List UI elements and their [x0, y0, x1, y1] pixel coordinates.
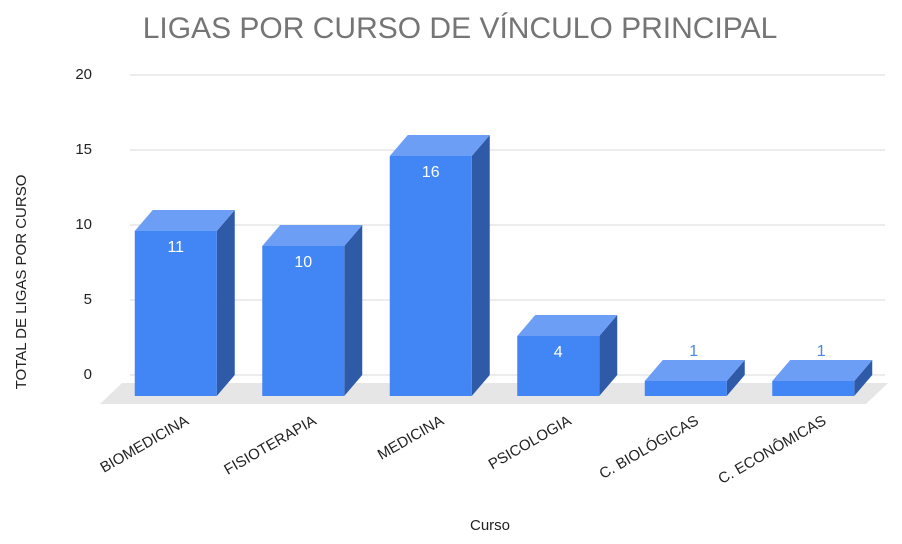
x-tick-label: C. BIOLÓGICAS: [596, 412, 701, 483]
bar-side: [216, 210, 235, 396]
y-tick-label: 20: [75, 66, 92, 83]
bar-top: [517, 315, 618, 336]
bar-side: [599, 315, 618, 396]
bar-side: [854, 360, 873, 396]
bar: [644, 381, 727, 396]
x-tick-label: BIOMEDICINA: [97, 412, 191, 476]
bar: [389, 156, 472, 396]
bar-top: [134, 210, 235, 231]
bar: [517, 336, 600, 396]
value-label: 10: [294, 254, 312, 271]
bar: [134, 231, 217, 396]
y-tick-label: 10: [75, 216, 92, 233]
bar: [262, 246, 345, 396]
bar-side: [471, 135, 490, 396]
chart-title: LIGAS POR CURSO DE VÍNCULO PRINCIPAL: [143, 12, 778, 45]
bar-top: [644, 360, 745, 381]
y-tick-label: 5: [84, 291, 92, 308]
value-label: 11: [167, 239, 184, 256]
value-label: 16: [422, 164, 440, 181]
x-tick-label: PSICOLOGIA: [486, 412, 575, 473]
bar-top: [772, 360, 873, 381]
x-tick-label: FISIOTERAPIA: [221, 412, 319, 478]
x-tick-label: MEDICINA: [375, 412, 447, 463]
x-tick-label: C. ECONÔMICAS: [715, 412, 829, 488]
bar-side: [344, 225, 363, 396]
bar: [772, 381, 855, 396]
y-tick-label: 0: [84, 366, 92, 383]
y-tick-label: 15: [75, 141, 92, 158]
y-axis-title: TOTAL DE LIGAS POR CURSO: [13, 175, 30, 390]
bar-top: [262, 225, 363, 246]
value-label: 1: [689, 343, 698, 360]
value-label: 1: [817, 343, 826, 360]
bar-side: [726, 360, 745, 396]
bar-top: [389, 135, 490, 156]
value-label: 4: [554, 344, 563, 361]
x-axis-title: Curso: [470, 517, 510, 534]
